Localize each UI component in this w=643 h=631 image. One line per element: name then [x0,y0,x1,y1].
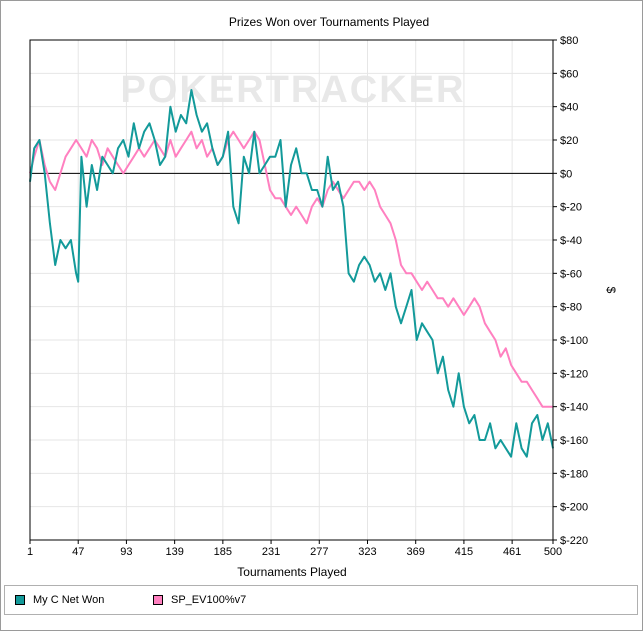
legend-swatch-series-1 [15,595,25,605]
legend-item-series-1: My C Net Won [15,593,104,607]
series-line-1 [29,89,554,458]
x-tick-label: 139 [165,546,183,558]
x-tick-label: 415 [455,546,473,558]
y-tick-label: $60 [560,68,578,80]
x-axis-ticks: 1 47 93 139 185 231 277 323 369 415 461 500 [27,540,562,558]
y-tick-label: $-120 [560,368,588,380]
x-tick-label: 47 [72,546,84,558]
y-tick-label: $-20 [560,202,582,214]
y-axis-label: $ [604,287,618,294]
x-tick-label: 461 [503,546,521,558]
legend-swatch-series-2 [153,595,163,605]
y-tick-label: $-80 [560,302,582,314]
x-tick-label: 231 [262,546,280,558]
legend-label-series-2: SP_EV100%v7 [171,594,247,606]
series-line-2 [29,130,553,408]
x-tick-label: 93 [120,546,132,558]
x-axis-label: Tournaments Played [237,565,346,579]
y-tick-label: $20 [560,135,578,147]
y-tick-label: $80 [560,35,578,47]
x-tick-label: 1 [27,546,33,558]
x-tick-label: 277 [310,546,328,558]
y-tick-label: $-140 [560,402,588,414]
y-tick-label: $-100 [560,335,588,347]
plot-area [30,40,553,540]
y-tick-label: $-40 [560,235,582,247]
y-tick-label: $-220 [560,535,588,547]
y-tick-label: $40 [560,102,578,114]
y-tick-label: $-180 [560,468,588,480]
legend-label-series-1: My C Net Won [33,594,105,606]
y-tick-label: $-200 [560,502,588,514]
x-tick-label: 185 [214,546,232,558]
watermark: POKERTRACKER [121,69,466,111]
legend-item-series-2: SP_EV100%v7 [153,593,246,607]
y-tick-label: $-60 [560,268,582,280]
plot-border [29,39,554,541]
chart-title: Prizes Won over Tournaments Played [229,15,429,29]
series-group [29,89,554,458]
x-tick-label: 369 [407,546,425,558]
x-tick-label: 500 [544,546,562,558]
y-axis-ticks: $80 $60 $40 $20 $0 $-20 $-40 $-60 $-80 $-100 $-120… [553,35,588,547]
y-tick-label: $0 [560,168,572,180]
legend: My C Net Won SP_EV100%v7 [4,585,638,615]
x-tick-label: 323 [358,546,376,558]
y-tick-label: $-160 [560,435,588,447]
